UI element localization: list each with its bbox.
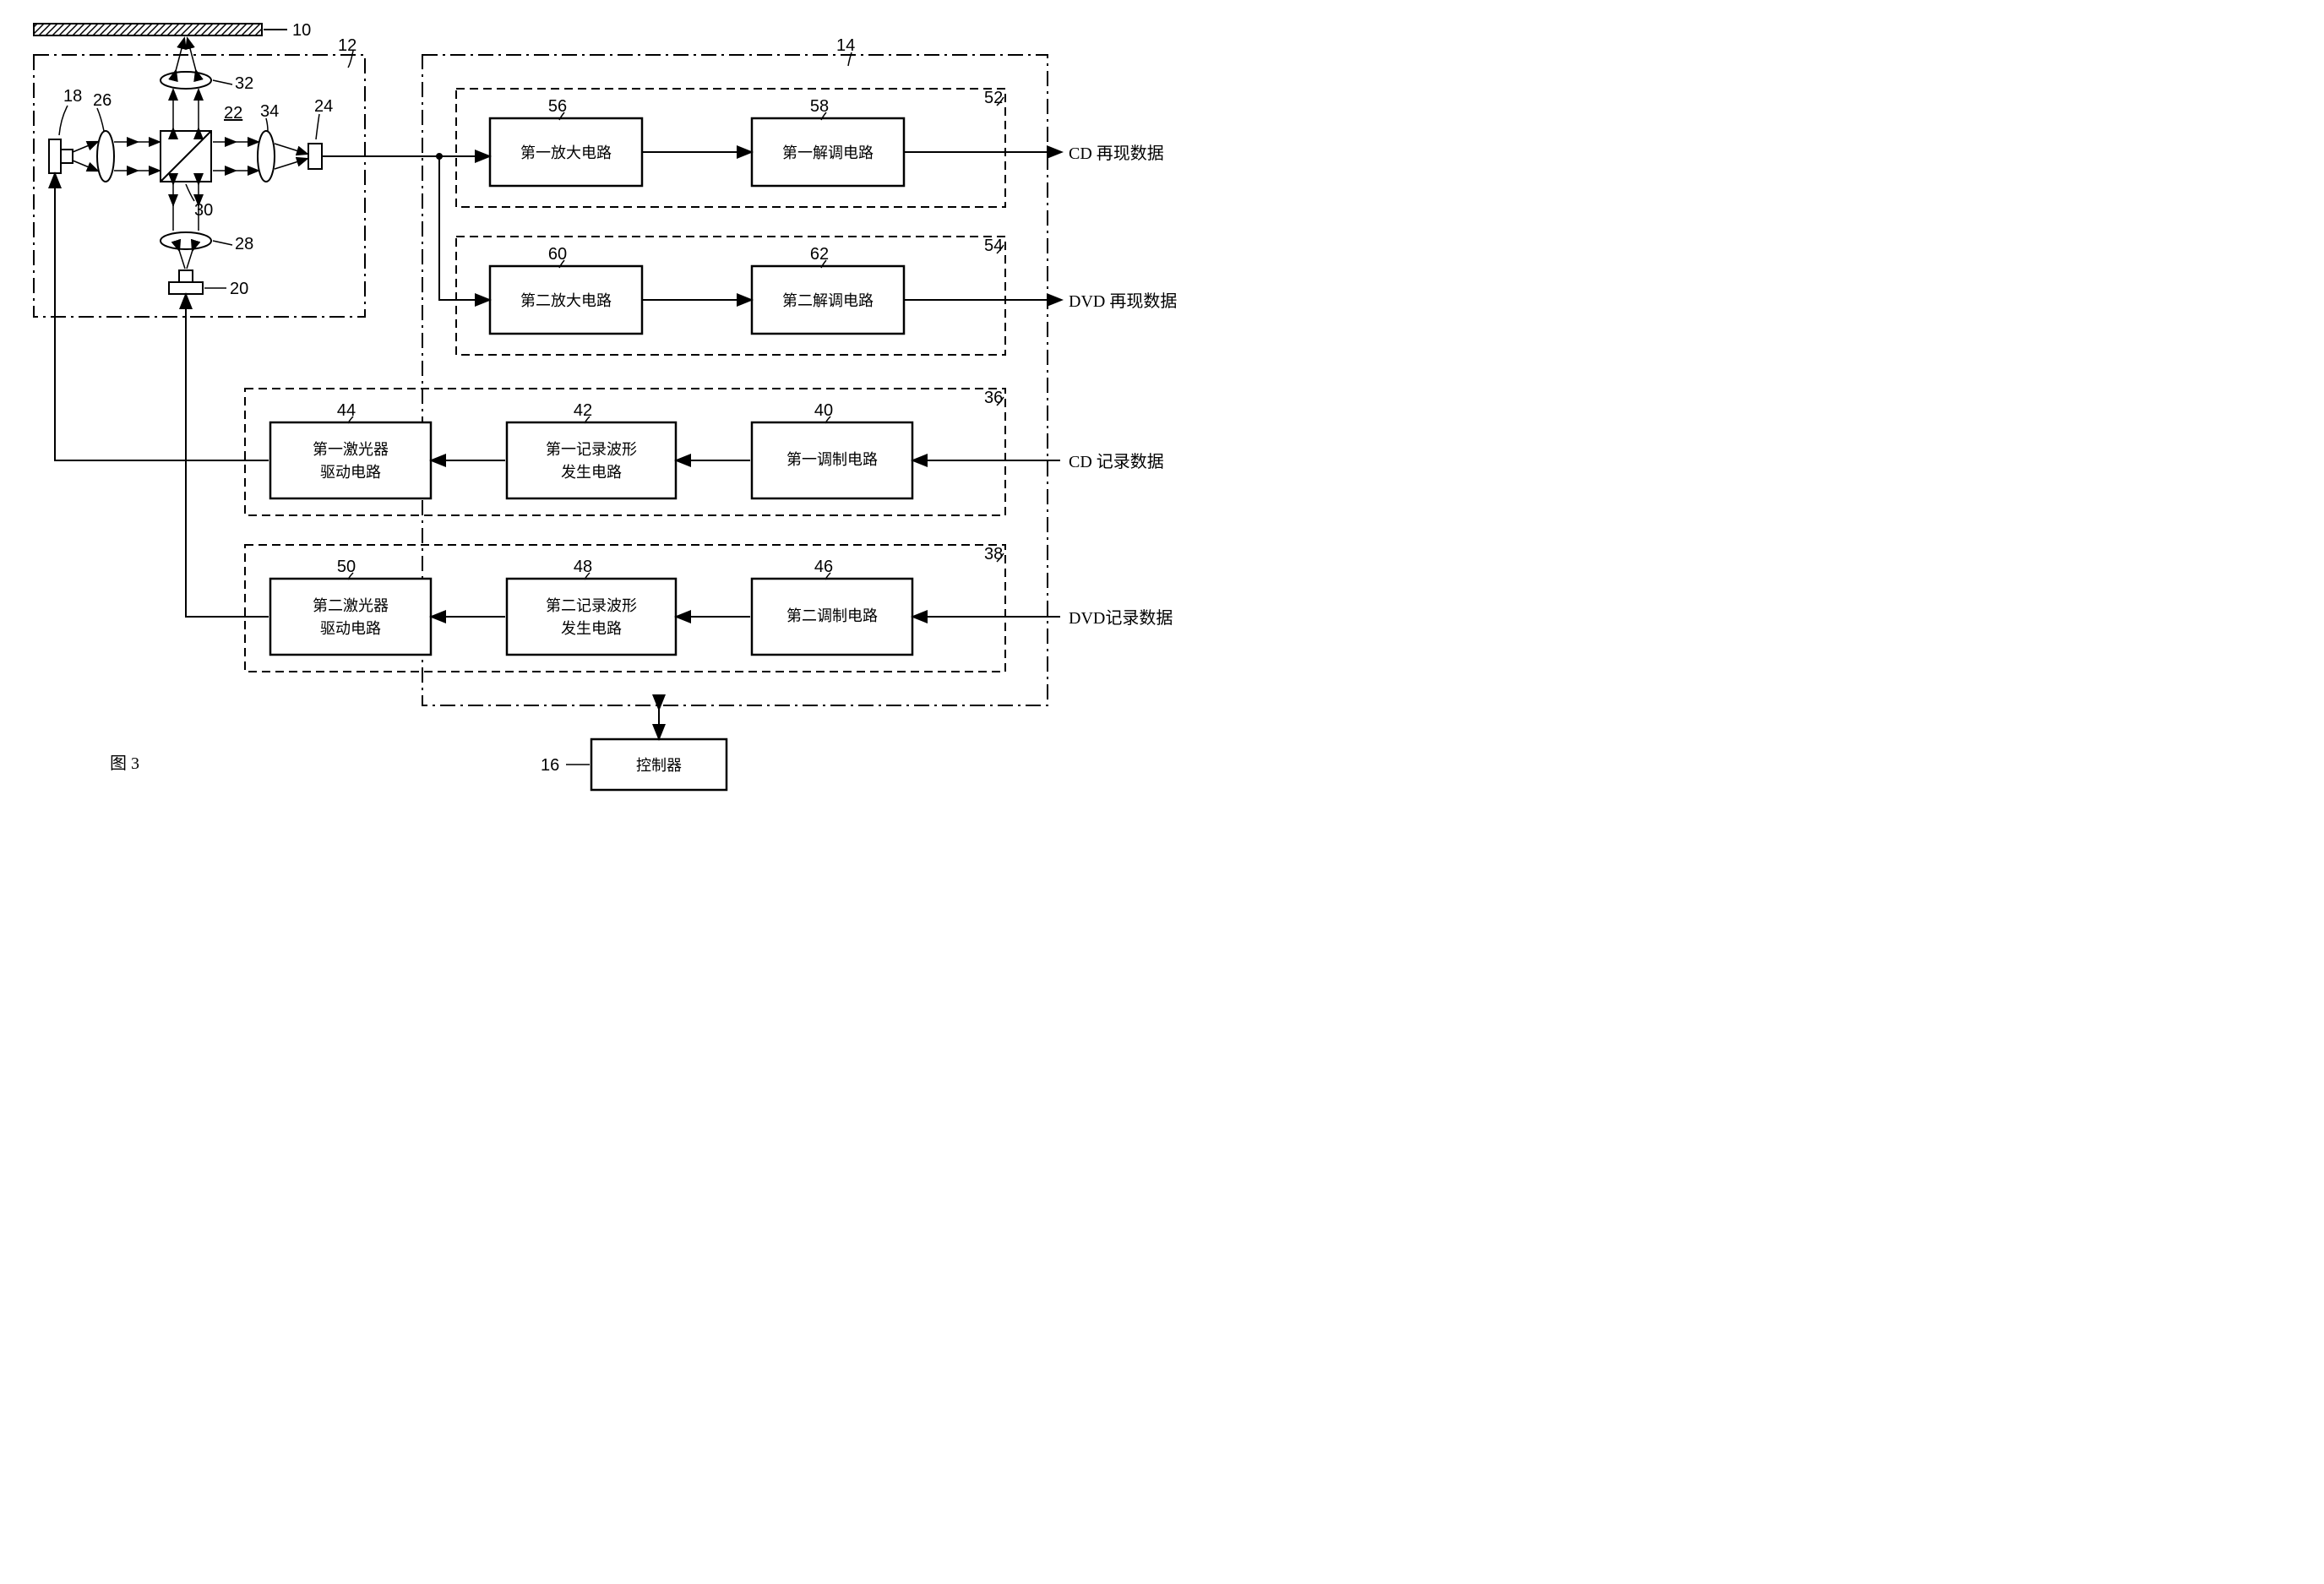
figure-label: 图 3	[110, 754, 139, 773]
ref-14: 14	[836, 36, 855, 55]
dvd-rec-label: DVD记录数据	[1069, 608, 1173, 628]
drive1-l1: 第一激光器	[313, 441, 389, 458]
laser-18	[49, 139, 73, 173]
amp2-label: 第二放大电路	[520, 292, 612, 309]
controller-label: 控制器	[636, 757, 682, 774]
ref-32: 32	[235, 74, 253, 93]
drive2-block	[270, 579, 431, 655]
wave2-l2: 发生电路	[561, 620, 622, 637]
wave2-block	[507, 579, 676, 655]
ref-10: 10	[292, 21, 311, 40]
wave2-l1: 第二记录波形	[546, 597, 637, 614]
optical-head-group	[34, 55, 365, 317]
ref-28: 28	[235, 235, 253, 253]
ref-12: 12	[338, 36, 356, 55]
ref-26: 26	[93, 91, 112, 110]
demod2-label: 第二解调电路	[782, 292, 874, 309]
ref-38: 38	[984, 545, 1003, 563]
beam-splitter	[161, 131, 211, 182]
drive1-l2: 驱动电路	[320, 464, 381, 481]
ref-24: 24	[314, 97, 333, 116]
amp1-label: 第一放大电路	[520, 144, 612, 161]
lens-34	[258, 131, 275, 182]
disc	[34, 24, 262, 35]
ref-34: 34	[260, 102, 279, 121]
wave1-block	[507, 422, 676, 498]
ref-36: 36	[984, 389, 1003, 407]
drive2-l1: 第二激光器	[313, 597, 389, 614]
mod2-label: 第二调制电路	[786, 607, 878, 624]
cd-play-label: CD 再现数据	[1069, 144, 1164, 163]
ref-30: 30	[194, 201, 213, 220]
ref-16: 16	[541, 756, 559, 775]
cd-rec-label: CD 记录数据	[1069, 452, 1164, 471]
dvd-play-label: DVD 再现数据	[1069, 291, 1177, 311]
laser-20	[169, 270, 203, 294]
block-diagram: 10 12 18 26 22 30 32 28 20 34 24	[17, 17, 1178, 808]
mod1-label: 第一调制电路	[786, 451, 878, 468]
drive2-l2: 驱动电路	[320, 620, 381, 637]
demod1-label: 第一解调电路	[782, 144, 874, 161]
detector-24	[308, 144, 322, 169]
lens-26	[97, 131, 114, 182]
drive1-block	[270, 422, 431, 498]
wave1-l1: 第一记录波形	[546, 441, 637, 458]
lens-28	[161, 232, 211, 249]
wave1-l2: 发生电路	[561, 464, 622, 481]
ref-22: 22	[224, 104, 242, 122]
ref-20: 20	[230, 280, 248, 298]
objective-lens	[161, 72, 211, 89]
ref-52: 52	[984, 89, 1003, 107]
ref-54: 54	[984, 237, 1003, 255]
ref-18: 18	[63, 87, 82, 106]
